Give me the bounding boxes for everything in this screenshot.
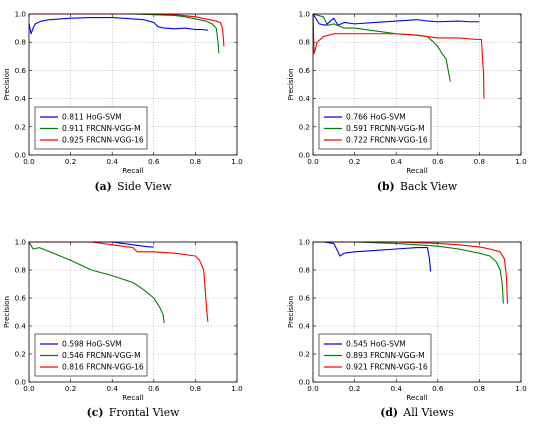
- y-axis-label: Precision: [286, 296, 295, 328]
- panel-caption: (c) Frontal View: [87, 406, 180, 419]
- legend-entry-2: 0.546 FRCNN-VGG-M: [62, 351, 141, 360]
- x-tick-label: 0.2: [349, 157, 360, 166]
- x-tick-label: 1.0: [231, 384, 243, 393]
- legend-entry-3: 0.921 FRCNN-VGG-16: [346, 363, 428, 372]
- legend-entry-1: 0.766 HoG-SVM: [346, 113, 406, 122]
- panel-caption: (b) Back View: [377, 180, 458, 193]
- x-tick-label: 0.0: [307, 384, 319, 393]
- x-axis-label: Recall: [122, 166, 143, 175]
- y-tick-label: 0.6: [15, 66, 27, 75]
- legend-entry-3: 0.925 FRCNN-VGG-16: [62, 136, 144, 145]
- x-tick-label: 0.2: [65, 384, 76, 393]
- x-tick-label: 0.4: [390, 157, 402, 166]
- y-tick-label: 0.6: [299, 294, 311, 303]
- x-tick-label: 0.6: [432, 384, 444, 393]
- y-tick-label: 0.4: [15, 94, 27, 103]
- y-tick-label: 0.2: [299, 350, 310, 359]
- x-tick-label: 0.0: [23, 384, 35, 393]
- caption-title: All Views: [398, 406, 454, 419]
- series-line-1: [28, 16, 208, 35]
- y-tick-label: 0.6: [299, 66, 311, 75]
- x-tick-label: 1.0: [231, 157, 243, 166]
- y-axis-label: Precision: [2, 68, 11, 100]
- caption-letter: (a): [95, 180, 112, 193]
- y-tick-label: 0.0: [15, 151, 27, 160]
- x-tick-label: 1.0: [515, 157, 527, 166]
- y-tick-label: 0.8: [299, 266, 311, 275]
- y-tick-label: 0.4: [15, 322, 27, 331]
- legend-entry-2: 0.893 FRCNN-VGG-M: [346, 351, 425, 360]
- caption-letter: (d): [380, 406, 398, 419]
- y-tick-label: 0.8: [15, 38, 27, 47]
- x-tick-label: 0.4: [106, 157, 118, 166]
- x-tick-label: 0.4: [106, 384, 118, 393]
- plot-frame: [28, 13, 238, 156]
- series-line-3: [312, 13, 485, 99]
- panel-caption: (a) Side View: [95, 180, 173, 193]
- series-line-2: [313, 241, 504, 304]
- chart-all-views: 0.0 0.2 0.4 0.6 0.8 1.0 0.0 0.2 0.4 0.6 0.8 1.0 Reca…: [286, 238, 527, 420]
- legend-entry-1: 0.598 HoG-SVM: [62, 340, 122, 349]
- series-line-1: [312, 13, 480, 26]
- x-axis-label: Recall: [406, 393, 427, 402]
- x-tick-label: 0.8: [474, 157, 486, 166]
- x-tick-label: 0.8: [190, 384, 202, 393]
- legend-entry-2: 0.911 FRCNN-VGG-M: [62, 124, 141, 133]
- x-tick-label: 0.6: [148, 384, 160, 393]
- y-tick-label: 0.8: [15, 266, 27, 275]
- caption-letter: (c): [87, 406, 104, 419]
- legend-entry-2: 0.591 FRCNN-VGG-M: [346, 124, 425, 133]
- y-tick-label: 1.0: [299, 238, 311, 247]
- x-tick-label: 0.8: [474, 384, 486, 393]
- legend-entry-1: 0.811 HoG-SVM: [62, 113, 122, 122]
- chart-frontal-view: 0.0 0.2 0.4 0.6 0.8 1.0 0.0 0.2 0.4 0.6 0.8 1.0 Reca…: [2, 238, 243, 420]
- plot-frame: [28, 241, 238, 383]
- caption-title: Side View: [112, 180, 172, 193]
- x-axis-label: Recall: [122, 393, 143, 402]
- y-tick-label: 0.2: [15, 122, 26, 131]
- caption-title: Back View: [395, 180, 458, 193]
- y-tick-label: 0.0: [15, 378, 27, 387]
- x-tick-label: 1.0: [515, 384, 527, 393]
- x-tick-label: 0.0: [23, 157, 35, 166]
- x-tick-label: 0.0: [307, 157, 319, 166]
- y-tick-label: 1.0: [15, 10, 27, 19]
- y-tick-label: 0.2: [15, 350, 26, 359]
- y-tick-label: 0.6: [15, 294, 27, 303]
- y-tick-label: 1.0: [15, 238, 27, 247]
- series-line-3: [29, 241, 209, 322]
- plot-frame: [312, 241, 522, 383]
- chart-back-view: 0.0 0.2 0.4 0.6 0.8 1.0 0.0 0.2 0.4 0.6 0.8 1.0 Reca…: [286, 10, 527, 194]
- y-tick-label: 1.0: [299, 10, 311, 19]
- x-tick-label: 0.2: [349, 384, 360, 393]
- x-axis-label: Recall: [406, 166, 427, 175]
- y-tick-label: 0.0: [299, 378, 311, 387]
- x-tick-label: 0.8: [190, 157, 202, 166]
- series-line-1: [313, 241, 432, 272]
- y-tick-label: 0.0: [299, 151, 311, 160]
- legend-entry-3: 0.722 FRCNN-VGG-16: [346, 136, 428, 145]
- y-axis-label: Precision: [286, 68, 295, 100]
- panel-caption: (d) All Views: [380, 406, 454, 419]
- series-line-2: [28, 241, 165, 324]
- x-tick-label: 0.6: [148, 157, 160, 166]
- y-tick-label: 0.2: [299, 122, 310, 131]
- legend-entry-3: 0.816 FRCNN-VGG-16: [62, 363, 144, 372]
- legend-entry-1: 0.545 HoG-SVM: [346, 340, 406, 349]
- chart-side-view: 0.0 0.2 0.4 0.6 0.8 1.0 0.0 0.2 0.4 0.6 0.8 1.0 Reca…: [2, 10, 243, 194]
- plot-frame: [312, 13, 522, 156]
- x-tick-label: 0.6: [432, 157, 444, 166]
- y-tick-label: 0.4: [299, 94, 311, 103]
- x-tick-label: 0.4: [390, 384, 402, 393]
- caption-letter: (b): [377, 180, 395, 193]
- y-tick-label: 0.4: [299, 322, 311, 331]
- x-tick-label: 0.2: [65, 157, 76, 166]
- y-tick-label: 0.8: [299, 38, 311, 47]
- caption-title: Frontal View: [103, 406, 180, 419]
- y-axis-label: Precision: [2, 296, 11, 328]
